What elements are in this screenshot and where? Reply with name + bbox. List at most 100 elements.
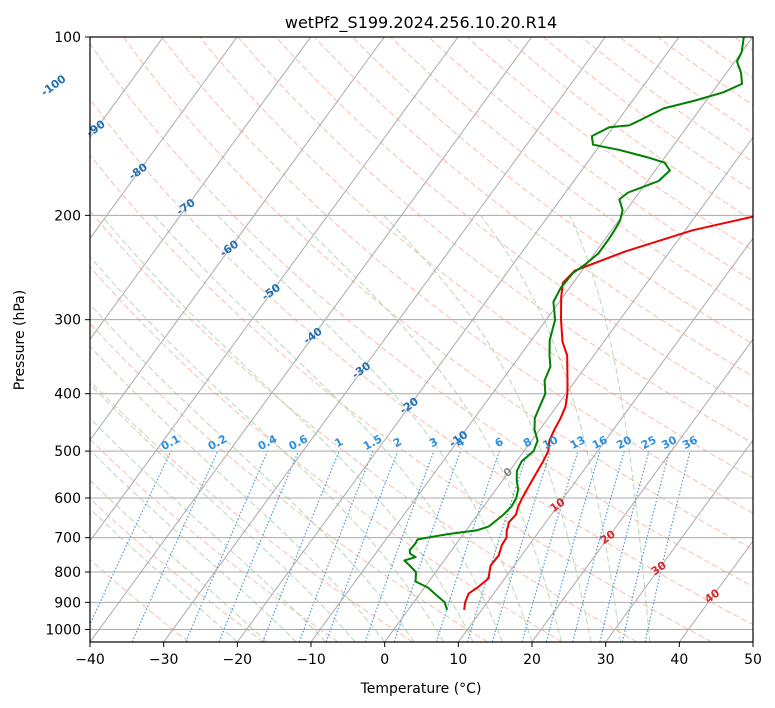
isotherm-line: [531, 338, 753, 642]
moist-adiabat: [154, 214, 503, 642]
dry-adiabat: [313, 37, 753, 377]
moist-adiabat: [293, 214, 562, 642]
mixing-ratio-line: [364, 450, 435, 642]
dry-adiabat: [351, 37, 753, 345]
isotherm-line: [457, 237, 753, 642]
mixing-ratio-label: 2: [391, 435, 404, 450]
chart-title: wetPf2_S199.2024.256.10.20.R14: [285, 13, 557, 33]
dry-adiabat: [90, 153, 712, 642]
isotherm-line: [90, 37, 459, 542]
dry-adiabat: [753, 24, 775, 642]
dry-adiabat: [237, 37, 753, 444]
y-tick-label: 300: [54, 313, 81, 329]
isotherm-label: -20: [397, 395, 421, 417]
isotherm-line: [310, 37, 753, 642]
mixing-ratio-label: 6: [493, 435, 506, 450]
dry-adiabat: [90, 209, 638, 642]
mixing-ratio-label: 8: [521, 435, 534, 450]
mixing-ratio-label: 3: [427, 435, 440, 450]
dry-adiabat: [90, 380, 414, 642]
dry-adiabat: [90, 322, 488, 642]
mixing-ratio-line: [621, 450, 671, 642]
mixing-ratio-label: 16: [590, 433, 610, 452]
moist-adiabat: [90, 303, 415, 642]
series-lines: [403, 37, 753, 611]
mixing-ratio-line: [298, 450, 374, 642]
dry-adiabat: [427, 37, 753, 282]
line-labels: -100-90-80-70-60-50-40-30-20-10010203040…: [39, 72, 723, 606]
isotherm-label: -30: [349, 359, 373, 381]
mixing-ratio-line: [599, 450, 650, 642]
warm-isotherm-label: 30: [649, 558, 669, 578]
mixing-ratio-label: 25: [639, 433, 659, 452]
y-axis: 100 200 300 400 500 600 700 800 900 1000: [45, 30, 90, 638]
x-tick-label: 0: [380, 652, 389, 668]
dry-adiabat: [90, 98, 753, 626]
mixing-ratio-line: [545, 450, 601, 642]
dry-adiabat: [389, 37, 753, 313]
y-axis-label: Pressure (hPa): [12, 290, 28, 390]
isotherm-line: [163, 37, 606, 642]
dry-adiabat: [160, 37, 753, 514]
mixing-ratio-label: 1.5: [361, 432, 384, 453]
x-tick-label: −30: [149, 652, 179, 668]
temperature-line: [463, 215, 753, 611]
mixing-ratio-label: 0.2: [206, 432, 229, 453]
isotherm-line: [678, 540, 753, 642]
mixing-ratio-label: 10: [541, 433, 561, 452]
mixing-ratio-label: 30: [659, 433, 679, 452]
dry-adiabat: [733, 37, 753, 52]
moist-adiabat: [480, 215, 621, 642]
mixing-ratio-label: 36: [680, 433, 700, 452]
y-tick-label: 400: [54, 387, 81, 403]
dry-adiabat: [694, 37, 753, 79]
x-tick-label: 30: [597, 652, 615, 668]
mixing-ratio-line: [521, 450, 579, 642]
y-tick-label: 200: [54, 208, 81, 224]
moist-adiabat: [90, 449, 297, 642]
mixing-ratio-line: [325, 450, 399, 642]
moist-adiabat: [90, 508, 238, 642]
x-tick-label: 50: [744, 652, 762, 668]
isotherm-line: [90, 37, 238, 240]
dry-adiabat: [90, 498, 264, 642]
dry-adiabat: [90, 558, 190, 642]
moist-adiabat: [101, 214, 474, 642]
y-tick-label: 1000: [45, 622, 81, 638]
moist-adiabat: [217, 214, 533, 642]
mixing-ratio-label: 13: [568, 433, 588, 452]
x-axis: −40 −30 −20 −10 0 10 20 30 40 50: [75, 642, 762, 668]
mixing-ratio-line: [131, 450, 219, 642]
moist-adiabat: [90, 255, 445, 642]
mixing-ratio-line: [644, 450, 691, 642]
moist-adiabat: [90, 383, 356, 642]
moist-adiabat: [90, 479, 268, 642]
isotherm-label: -90: [84, 117, 108, 139]
dewpoint-line: [403, 37, 745, 611]
dry-adiabat: [122, 37, 753, 550]
x-tick-label: −10: [296, 652, 326, 668]
mixing-ratio-line: [90, 450, 172, 626]
plot-frame: [89, 36, 754, 643]
y-tick-label: 900: [54, 595, 81, 611]
dry-adiabat: [90, 438, 339, 642]
mixing-ratio-line: [572, 450, 625, 642]
x-axis-label: Temperature (°C): [360, 681, 482, 697]
isotherm-line: [90, 37, 533, 642]
dry-adiabat: [542, 37, 753, 192]
x-tick-label: 40: [670, 652, 688, 668]
mixing-ratio-label: 1: [332, 435, 345, 450]
mixing-ratio-line: [262, 450, 340, 642]
dry-adiabat: [618, 37, 753, 134]
isotherm-label: -80: [126, 160, 150, 182]
mixing-ratio-line: [435, 450, 500, 642]
x-tick-label: 20: [523, 652, 541, 668]
warm-isotherm-label: 40: [702, 586, 722, 606]
x-tick-label: −40: [75, 652, 105, 668]
mixing-ratio-label: 20: [614, 433, 634, 452]
x-tick-label: 10: [449, 652, 467, 668]
y-tick-label: 500: [54, 444, 81, 460]
moist-adiabat: [90, 417, 327, 642]
dry-adiabat: [90, 42, 753, 588]
